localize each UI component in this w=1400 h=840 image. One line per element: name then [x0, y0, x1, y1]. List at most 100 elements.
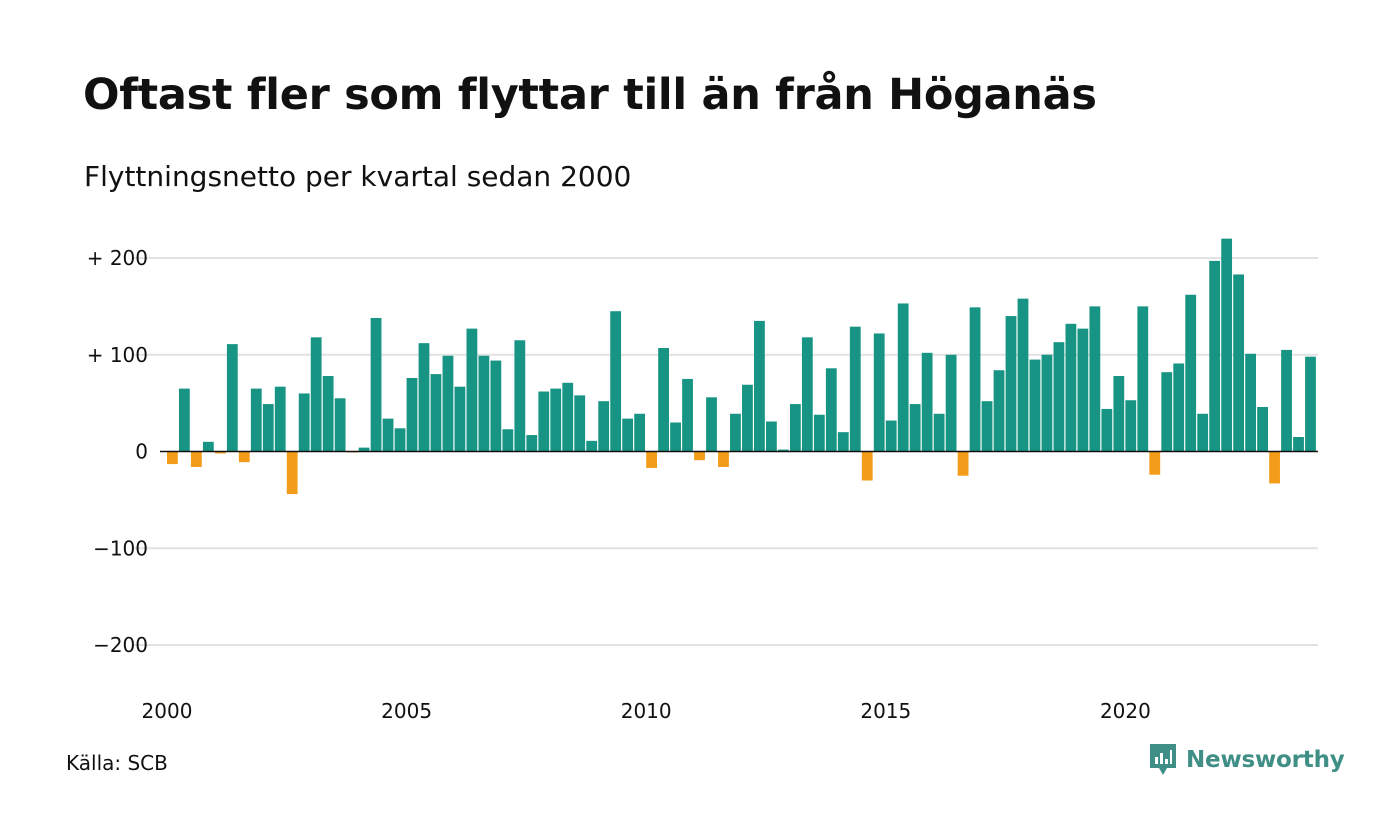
source-note: Källa: SCB: [66, 751, 168, 775]
bar: [382, 418, 394, 452]
bar: [849, 326, 861, 452]
bar: [274, 386, 286, 452]
bar: [1245, 353, 1256, 452]
bar: [322, 376, 334, 452]
bar: [945, 354, 957, 452]
bar: [1209, 260, 1221, 452]
bar: [1305, 356, 1316, 452]
bar: [706, 397, 717, 452]
bar: [694, 451, 705, 461]
bar: [969, 307, 981, 452]
bar: [1161, 372, 1173, 452]
bar: [1017, 298, 1029, 452]
bar: [334, 398, 346, 452]
bar: [1113, 376, 1125, 452]
chart-title: Oftast fler som flyttar till än från Hög…: [83, 70, 1097, 120]
bar: [442, 355, 454, 452]
bar: [1053, 342, 1065, 452]
bar: [238, 451, 250, 463]
bar: [1293, 436, 1304, 452]
bar: [454, 386, 466, 452]
bar: [897, 303, 909, 452]
bar: [286, 451, 298, 495]
bar: [562, 382, 574, 452]
bar: [837, 432, 849, 452]
bar: [754, 320, 765, 452]
bar: [658, 347, 669, 452]
bar: [586, 440, 598, 452]
bar: [993, 370, 1005, 452]
brand-name: Newsworthy: [1186, 747, 1345, 773]
y-tick-label: 0: [135, 440, 148, 464]
bar: [909, 404, 921, 452]
bar: [742, 384, 753, 452]
bar: [466, 328, 478, 452]
bar: [514, 340, 526, 452]
bar: [957, 451, 969, 476]
bar: [502, 429, 514, 452]
bar: [370, 317, 382, 452]
bar: [682, 378, 693, 452]
bar: [478, 355, 490, 452]
bar: [610, 311, 622, 452]
bar: [1005, 316, 1017, 452]
bar: [1221, 238, 1233, 452]
bar: [921, 352, 933, 452]
bar: [646, 451, 657, 468]
bar: [1173, 363, 1185, 452]
bar: [777, 449, 789, 452]
bar: [430, 374, 442, 452]
bar: [1041, 354, 1053, 452]
bar: [730, 413, 741, 452]
bar: [526, 435, 538, 452]
newsworthy-logo-icon: [1150, 744, 1176, 775]
bar: [670, 422, 681, 452]
bar: [1137, 306, 1149, 452]
bar: [1281, 349, 1292, 452]
bar: [358, 447, 370, 452]
bar: [490, 360, 502, 452]
bar: [202, 441, 214, 452]
bar: [394, 428, 406, 452]
x-tick-label: 2005: [381, 699, 432, 723]
x-tick-label: 2015: [860, 699, 911, 723]
bar: [262, 404, 274, 452]
bar: [873, 333, 885, 452]
bar: [1029, 359, 1041, 452]
bar: [801, 337, 813, 452]
bar: [406, 377, 418, 452]
brand-logo: Newsworthy: [1148, 742, 1345, 778]
bar: [250, 388, 262, 452]
bar: [825, 368, 837, 452]
bar: [1065, 323, 1077, 452]
bar: [1197, 413, 1209, 452]
bar: [178, 388, 190, 452]
bar: [1125, 400, 1137, 452]
bar: [1233, 274, 1245, 452]
bar: [981, 401, 993, 452]
bar: [813, 414, 825, 452]
bar: [538, 391, 550, 452]
bar: [167, 451, 178, 465]
bar: [550, 388, 562, 452]
chart-subtitle: Flyttningsnetto per kvartal sedan 2000: [84, 160, 632, 193]
bar: [718, 451, 729, 467]
bar: [1185, 294, 1197, 452]
bar: [789, 404, 801, 452]
bar: [1257, 407, 1268, 452]
y-tick-label: −100: [93, 536, 148, 560]
bar: [1089, 306, 1101, 452]
bar: [190, 451, 202, 467]
bar: [310, 337, 322, 452]
y-tick-label: + 200: [87, 246, 148, 270]
bar: [885, 420, 897, 452]
x-tick-label: 2000: [142, 699, 193, 723]
bar: [933, 413, 945, 452]
bar: [1101, 408, 1113, 452]
bar: [574, 395, 586, 452]
bar: [1269, 451, 1280, 484]
y-tick-label: + 100: [87, 343, 148, 367]
bar: [1149, 451, 1161, 475]
bar: [226, 344, 238, 452]
